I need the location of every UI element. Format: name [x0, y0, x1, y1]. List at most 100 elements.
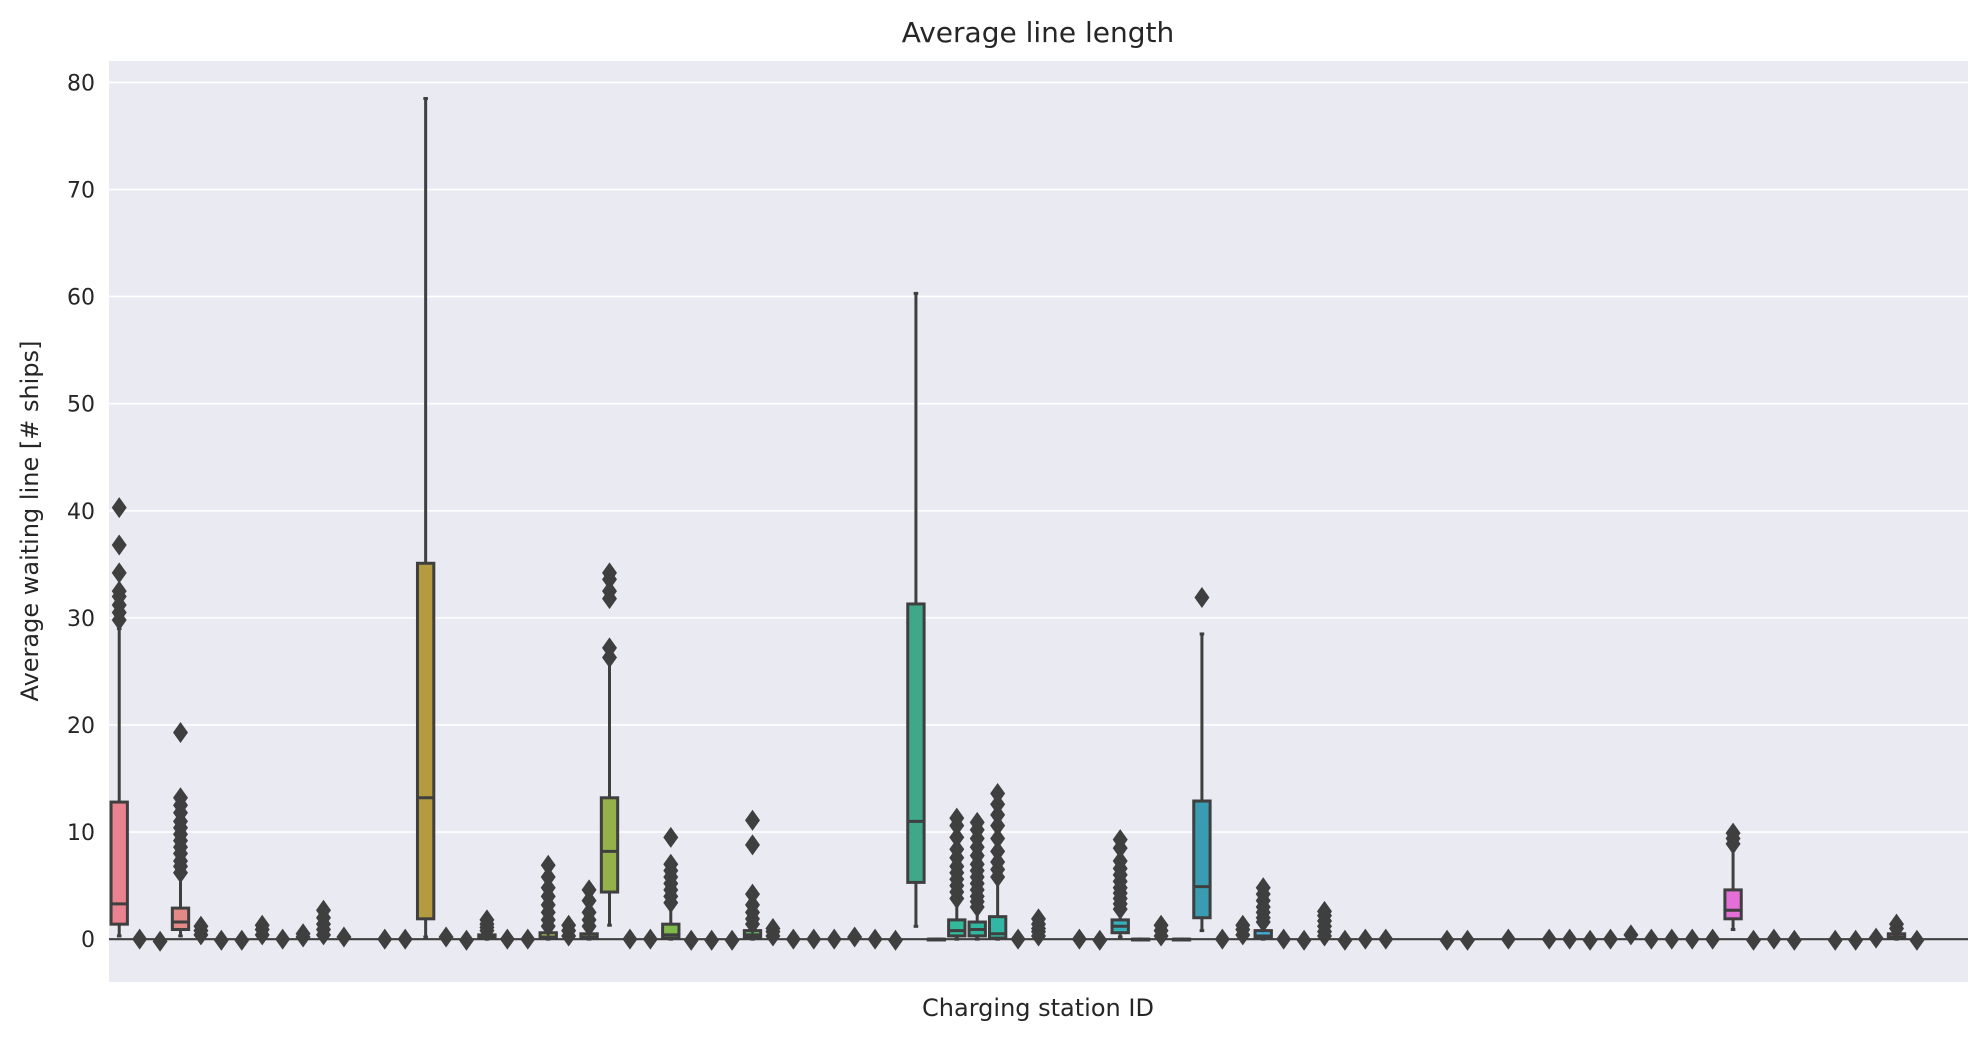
x-axis-label: Charging station ID: [922, 994, 1154, 1022]
outlier-point: [949, 826, 965, 848]
station-box: [213, 929, 229, 951]
station-box: [1110, 829, 1130, 939]
outlier-point: [499, 928, 515, 950]
station-box: [1031, 908, 1046, 947]
station-box: [152, 930, 168, 952]
outlier-point: [111, 497, 127, 519]
station-box: [683, 929, 699, 951]
outlier-point: [949, 807, 965, 829]
outlier-point: [1337, 929, 1353, 951]
station-box: [1092, 929, 1108, 951]
chart-title: Average line length: [902, 16, 1175, 49]
station-box: [1684, 928, 1700, 950]
outlier-point: [1848, 929, 1864, 951]
box-iqr: [170, 906, 191, 932]
outlier-point: [990, 851, 1006, 873]
y-axis-label: Average waiting line [# ships]: [16, 341, 44, 702]
box-iqr: [906, 602, 926, 884]
outlier-point: [867, 928, 883, 950]
station-box: [847, 926, 863, 948]
station-box: [806, 928, 822, 950]
outlier-point: [1541, 928, 1557, 950]
station-box: [1562, 928, 1578, 950]
station-box: [1786, 929, 1802, 951]
station-box: [1192, 587, 1212, 933]
outlier-point: [1255, 877, 1271, 899]
outlier-point: [1725, 822, 1741, 844]
station-box: [1276, 928, 1292, 950]
station-box: [1766, 928, 1782, 950]
outlier-point: [540, 866, 556, 888]
outlier-point: [949, 838, 965, 860]
station-box: [906, 291, 926, 928]
station-box: [1378, 928, 1394, 950]
station-box: [193, 915, 209, 946]
outlier-point: [745, 894, 760, 916]
station-box: [1235, 914, 1251, 946]
station-box: [459, 929, 474, 951]
station-box: [1253, 877, 1273, 941]
station-box: [1909, 929, 1925, 951]
station-box: [765, 917, 781, 947]
outlier-point: [785, 928, 801, 950]
outlier-point: [806, 928, 822, 950]
station-box: [254, 914, 270, 946]
station-box: [1868, 927, 1884, 949]
outlier-point: [1766, 928, 1782, 950]
outlier-point: [1827, 929, 1843, 951]
station-box: [1886, 913, 1907, 941]
station-box: [1603, 928, 1618, 950]
outlier-point: [438, 926, 454, 948]
outlier-point: [1460, 929, 1475, 951]
station-box: [926, 937, 947, 942]
outlier-point: [765, 917, 781, 939]
outlier-point: [152, 930, 168, 952]
station-box: [987, 783, 1008, 941]
station-box: [1623, 924, 1639, 946]
outlier-point: [663, 853, 679, 875]
station-box: [477, 909, 497, 942]
station-box: [1171, 937, 1192, 942]
outlier-point: [1235, 914, 1251, 936]
outlier-point: [1909, 929, 1925, 951]
outlier-point: [847, 926, 863, 948]
station-box: [785, 928, 801, 950]
outlier-point: [316, 899, 331, 921]
outlier-point: [1643, 928, 1659, 950]
outlier-point: [479, 909, 495, 931]
y-tick-label: 80: [67, 71, 95, 96]
outlier-point: [581, 879, 597, 901]
station-box: [1582, 929, 1598, 951]
outlier-point: [520, 928, 536, 950]
station-box: [1848, 929, 1864, 951]
station-box: [1130, 937, 1151, 942]
y-tick-label: 40: [67, 500, 95, 525]
boxes: [109, 96, 1925, 952]
outlier-point: [581, 901, 597, 923]
y-tick-label: 30: [67, 607, 95, 632]
station-box: [947, 807, 967, 941]
station-box: [1460, 929, 1475, 951]
outlier-point: [602, 637, 617, 659]
station-box: [1643, 928, 1659, 950]
outlier-point: [1684, 928, 1700, 950]
station-box: [704, 929, 720, 951]
station-box: [888, 929, 903, 951]
station-box: [724, 929, 740, 951]
station-box: [1664, 928, 1680, 950]
outlier-point: [1276, 928, 1292, 950]
station-box: [1010, 928, 1026, 950]
outlier-point: [1786, 929, 1802, 951]
station-box: [1500, 928, 1516, 950]
outlier-point: [683, 929, 699, 951]
outlier-point: [990, 840, 1006, 862]
outlier-point: [561, 914, 577, 936]
station-box: [1337, 929, 1353, 951]
outlier-point: [111, 580, 127, 602]
outlier-point: [642, 928, 658, 950]
outlier-point: [990, 827, 1006, 849]
station-box: [520, 928, 536, 950]
outlier-point: [336, 926, 352, 948]
outlier-point: [581, 890, 597, 912]
